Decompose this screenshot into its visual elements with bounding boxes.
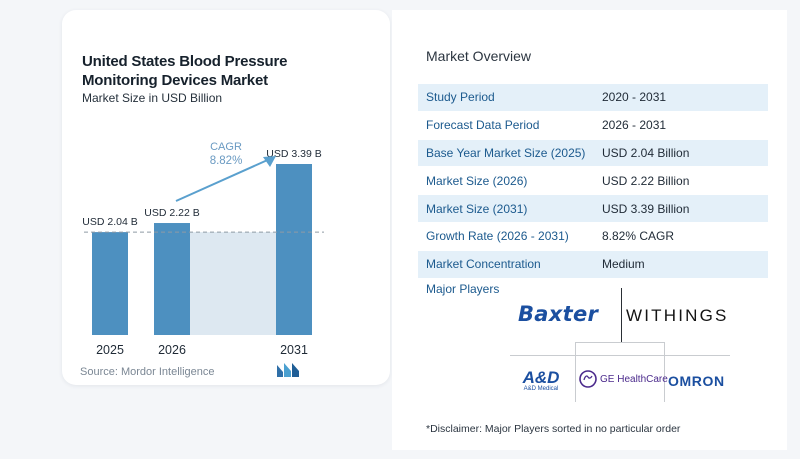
overview-row-label: Growth Rate (2026 - 2031) <box>426 229 569 244</box>
overview-row-label: Market Size (2031) <box>426 201 528 216</box>
overview-title: Market Overview <box>426 48 532 64</box>
data-label: USD 3.39 B <box>266 148 321 160</box>
logo-divider <box>664 342 665 402</box>
overview-row-value: Medium <box>602 257 645 272</box>
cagr-label: CAGR <box>210 141 242 153</box>
mordor-logo-icon <box>277 363 299 377</box>
logo-divider <box>510 355 730 356</box>
cagr-value: 8.82% <box>210 155 243 167</box>
bar <box>92 232 128 335</box>
overview-row-value: 2026 - 2031 <box>602 118 667 133</box>
and-medical-logo: A&D A&D Medical <box>519 368 563 392</box>
ge-healthcare-logo: GE HealthCare <box>579 370 668 388</box>
and-logo-main: A&D <box>522 368 560 387</box>
overview-row: Growth Rate (2026 - 2031) 8.82% CAGR <box>418 223 768 251</box>
category-label: 2025 <box>96 343 124 357</box>
logo-divider <box>621 288 622 343</box>
overview-row-label: Study Period <box>426 90 495 105</box>
overview-row-value: USD 2.04 Billion <box>602 145 690 160</box>
cagr-arrowhead <box>263 156 276 167</box>
ge-monogram-icon <box>579 370 597 388</box>
overview-row-value: USD 2.22 Billion <box>602 173 690 188</box>
overview-row-label: Market Size (2026) <box>426 173 528 188</box>
bar <box>154 223 190 335</box>
overview-row: Market Size (2031) USD 3.39 Billion <box>418 195 768 223</box>
overview-row: Forecast Data Period 2026 - 2031 <box>418 112 768 140</box>
data-label: USD 2.04 B <box>82 216 137 228</box>
overview-row-value: 2020 - 2031 <box>602 90 667 105</box>
overview-row: Study Period 2020 - 2031 <box>418 84 768 112</box>
overview-row: Market Size (2026) USD 2.22 Billion <box>418 167 768 196</box>
overview-row-label: Base Year Market Size (2025) <box>426 145 586 160</box>
withings-logo: WITHINGS <box>626 306 729 325</box>
forecast-band <box>190 232 276 335</box>
chart-title: United States Blood Pressure Monitoring … <box>82 53 288 89</box>
ge-logo-text: GE HealthCare <box>600 373 668 385</box>
data-label: USD 2.22 B <box>144 207 199 219</box>
major-players-title: Major Players <box>426 282 500 296</box>
logo-divider <box>575 342 665 343</box>
chart-subtitle: Market Size in USD Billion <box>82 91 223 105</box>
overview-row: Market Concentration Medium <box>418 250 768 279</box>
disclaimer-text: *Disclaimer: Major Players sorted in no … <box>426 423 681 435</box>
cagr-arrow <box>175 157 273 202</box>
category-label: 2026 <box>158 343 186 357</box>
overview-row-label: Forecast Data Period <box>426 118 540 133</box>
overview-row-label: Market Concentration <box>426 257 541 272</box>
category-label: 2031 <box>280 343 308 357</box>
overview-row-value: USD 3.39 Billion <box>602 201 690 216</box>
baxter-logo: Baxter <box>518 302 599 326</box>
market-overview-panel <box>392 10 787 450</box>
and-logo-sub: A&D Medical <box>523 386 559 392</box>
overview-row-value: 8.82% CAGR <box>602 229 675 244</box>
overview-row: Base Year Market Size (2025) USD 2.04 Bil… <box>418 139 768 168</box>
logo-divider <box>575 342 576 402</box>
overview-table: Study Period 2020 - 2031 Forecast Data Per… <box>418 84 768 279</box>
source-text: Source: Mordor Intelligence <box>80 366 215 378</box>
bar-chart: USD 2.04 B USD 2.22 B USD 3.39 B 2025 2026 20… <box>82 141 324 357</box>
bar <box>276 164 312 335</box>
omron-logo: OMRON <box>668 373 725 389</box>
